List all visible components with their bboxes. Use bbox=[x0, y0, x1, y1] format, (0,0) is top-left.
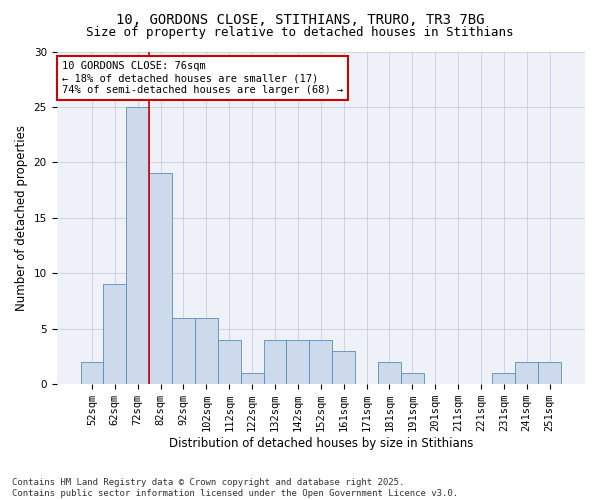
Bar bbox=[241, 373, 263, 384]
Bar bbox=[218, 340, 241, 384]
Text: Contains HM Land Registry data © Crown copyright and database right 2025.
Contai: Contains HM Land Registry data © Crown c… bbox=[12, 478, 458, 498]
Bar bbox=[401, 373, 424, 384]
Bar bbox=[515, 362, 538, 384]
Bar bbox=[332, 351, 355, 384]
Text: 10 GORDONS CLOSE: 76sqm
← 18% of detached houses are smaller (17)
74% of semi-de: 10 GORDONS CLOSE: 76sqm ← 18% of detache… bbox=[62, 62, 343, 94]
Bar bbox=[195, 318, 218, 384]
Bar bbox=[103, 284, 127, 384]
Bar bbox=[493, 373, 515, 384]
Bar bbox=[149, 174, 172, 384]
Bar bbox=[263, 340, 286, 384]
Bar bbox=[286, 340, 310, 384]
Bar bbox=[172, 318, 195, 384]
Bar bbox=[310, 340, 332, 384]
Bar bbox=[127, 107, 149, 384]
Bar bbox=[538, 362, 561, 384]
Text: Size of property relative to detached houses in Stithians: Size of property relative to detached ho… bbox=[86, 26, 514, 39]
Bar bbox=[80, 362, 103, 384]
Text: 10, GORDONS CLOSE, STITHIANS, TRURO, TR3 7BG: 10, GORDONS CLOSE, STITHIANS, TRURO, TR3… bbox=[116, 12, 484, 26]
Y-axis label: Number of detached properties: Number of detached properties bbox=[15, 125, 28, 311]
X-axis label: Distribution of detached houses by size in Stithians: Distribution of detached houses by size … bbox=[169, 437, 473, 450]
Bar bbox=[378, 362, 401, 384]
